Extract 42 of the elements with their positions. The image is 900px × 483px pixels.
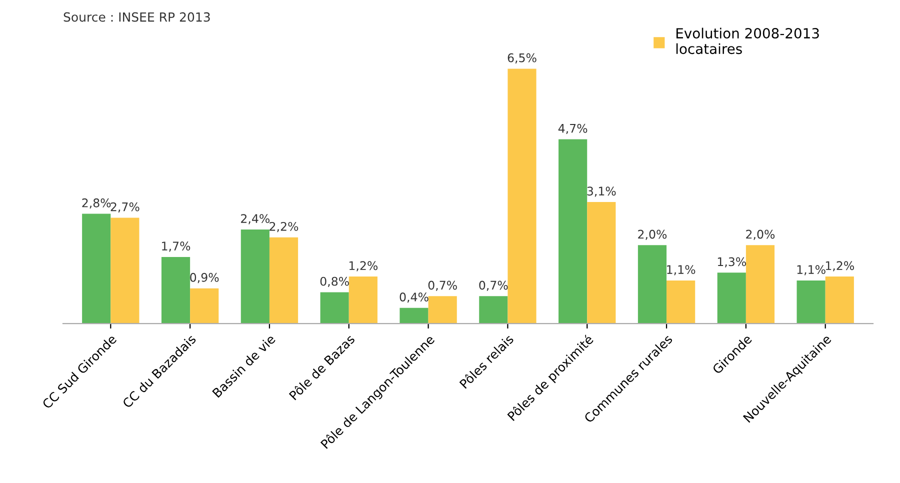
data-label: 0,7% bbox=[428, 280, 457, 291]
bar bbox=[161, 256, 190, 324]
bar bbox=[400, 308, 428, 324]
bar bbox=[190, 288, 219, 324]
data-label: 0,9% bbox=[190, 272, 219, 284]
data-label: 2,8% bbox=[82, 198, 111, 209]
bar bbox=[666, 280, 696, 324]
bar bbox=[508, 68, 536, 324]
bar bbox=[240, 229, 270, 324]
data-label: 2,4% bbox=[241, 214, 270, 224]
source-note: Source : INSEE RP 2013 bbox=[64, 12, 210, 22]
data-label: 1,1% bbox=[667, 265, 696, 276]
data-label: 4,7% bbox=[558, 124, 588, 134]
bar bbox=[348, 276, 378, 324]
data-label: 2,0% bbox=[638, 230, 667, 240]
bar bbox=[796, 280, 826, 324]
data-label: 0,7% bbox=[479, 280, 508, 291]
data-label: 1,7% bbox=[162, 242, 190, 252]
data-label: 2,7% bbox=[110, 202, 140, 212]
bar bbox=[587, 202, 616, 324]
data-label: 1,2% bbox=[826, 261, 854, 272]
bar bbox=[717, 272, 746, 324]
data-label: 6,5% bbox=[508, 53, 536, 64]
bar bbox=[82, 214, 111, 324]
bar bbox=[558, 139, 588, 324]
bar bbox=[825, 276, 854, 324]
data-label: 2,2% bbox=[270, 222, 298, 232]
bar bbox=[269, 237, 298, 324]
bar bbox=[320, 292, 349, 324]
bar bbox=[428, 296, 457, 324]
data-label: 1,1% bbox=[797, 265, 826, 276]
data-label: 0,4% bbox=[400, 292, 428, 303]
bar bbox=[110, 218, 140, 324]
bar bbox=[746, 245, 775, 324]
legend-label: Evolution 2008-2013 locataires bbox=[676, 28, 819, 54]
data-label: 1,2% bbox=[349, 261, 378, 272]
data-label: 3,1% bbox=[587, 186, 616, 197]
data-label: 1,3% bbox=[718, 257, 746, 268]
data-label: 0,8% bbox=[320, 276, 349, 287]
bar bbox=[479, 296, 508, 324]
data-label: 2,0% bbox=[746, 230, 775, 240]
bar bbox=[638, 245, 667, 324]
